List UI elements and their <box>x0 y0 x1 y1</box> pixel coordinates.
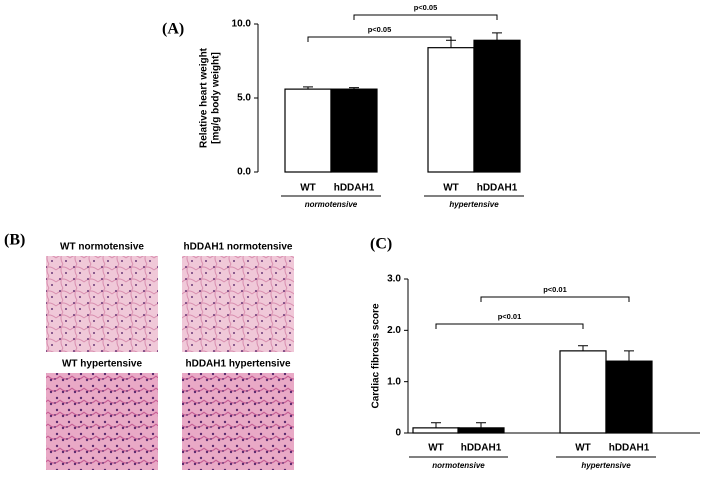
significance-label: p<0.05 <box>368 25 392 34</box>
group-label: normotensive <box>305 200 358 209</box>
bar <box>559 350 607 434</box>
x-tick-label: hDDAH1 <box>477 183 518 194</box>
group-label: hypertensive <box>581 461 631 470</box>
group-label: normotensive <box>432 461 485 470</box>
y-tick-label: 3.0 <box>387 274 401 285</box>
x-tick-label: hDDAH1 <box>609 443 650 454</box>
panel-label: (A) <box>162 21 184 38</box>
x-tick-label: hDDAH1 <box>461 443 502 454</box>
bar <box>457 427 505 434</box>
x-tick-label: WT <box>428 443 444 454</box>
histology-image <box>46 256 158 352</box>
y-axis-label: [mg/g body weight] <box>211 52 222 144</box>
y-axis-label: Cardiac fibrosis score <box>371 303 382 408</box>
panel-label: (C) <box>370 236 392 253</box>
significance-bracket <box>307 36 452 42</box>
y-tick-label: 0 <box>395 428 401 439</box>
significance-bracket <box>435 323 584 329</box>
bar <box>412 427 460 434</box>
bar <box>473 39 521 173</box>
x-tick-label: WT <box>443 183 459 194</box>
histology-image <box>182 256 294 352</box>
y-tick-label: 0.0 <box>237 167 251 178</box>
significance-label: p<0.01 <box>498 312 522 321</box>
panel-label: (B) <box>4 232 25 249</box>
x-tick-label: WT <box>575 443 591 454</box>
image-caption: WT hypertensive <box>62 359 142 370</box>
image-caption: WT normotensive <box>60 242 144 253</box>
histology-image <box>182 373 294 470</box>
y-tick-label: 10.0 <box>232 19 252 30</box>
significance-label: p<0.05 <box>414 3 438 12</box>
bar <box>427 47 475 173</box>
y-tick-label: 1.0 <box>387 376 401 387</box>
bar <box>330 88 378 173</box>
significance-bracket <box>353 14 498 20</box>
image-caption: hDDAH1 hypertensive <box>185 359 290 370</box>
bar <box>605 360 653 434</box>
x-tick-label: WT <box>300 183 316 194</box>
bar <box>284 88 332 173</box>
significance-label: p<0.01 <box>543 285 567 294</box>
group-label: hypertensive <box>449 200 499 209</box>
x-tick-label: hDDAH1 <box>334 183 375 194</box>
significance-bracket <box>480 296 630 302</box>
histology-image <box>46 373 158 470</box>
y-axis-label: Relative heart weight <box>199 47 210 148</box>
y-tick-label: 2.0 <box>387 325 401 336</box>
y-tick-label: 5.0 <box>237 93 251 104</box>
image-caption: hDDAH1 normotensive <box>184 242 293 253</box>
